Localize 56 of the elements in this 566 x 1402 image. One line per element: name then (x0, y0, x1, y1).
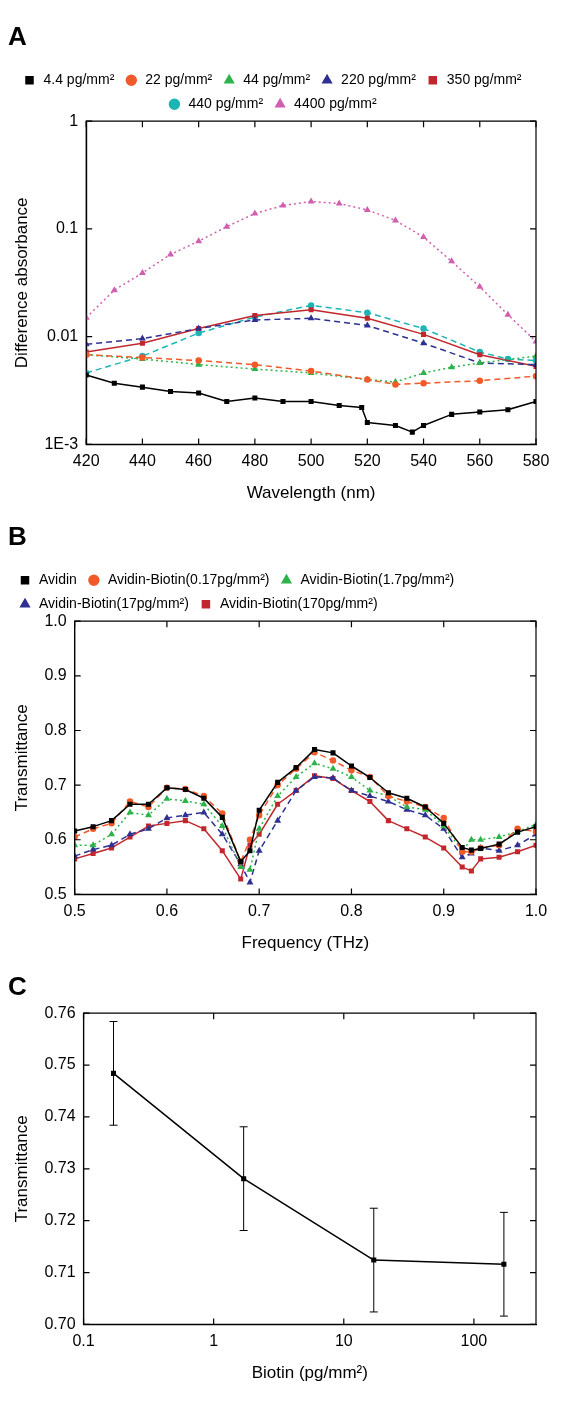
x-tick-label: 0.6 (155, 902, 179, 920)
x-tick-label: 480 (241, 452, 269, 470)
chart-title: A (8, 20, 27, 51)
y-tick-label: 0.1 (55, 219, 79, 237)
x-tick-label: 500 (297, 452, 325, 470)
y-tick-label: 0.6 (44, 830, 67, 848)
y-tick-label: 0.74 (44, 1107, 76, 1125)
y-tick-label: 1.0 (44, 611, 67, 629)
y-tick-label: 0.72 (44, 1211, 76, 1229)
y-tick-label: 0.5 (44, 884, 67, 902)
legend-label: Avidin-Biotin(1.7pg/mm²) (300, 571, 455, 588)
x-tick-label: 580 (522, 452, 550, 470)
legend-label: 350 pg/mm² (446, 71, 522, 88)
x-axis-title: Biotin (pg/mm²) (251, 1363, 368, 1383)
x-tick-label: 420 (72, 452, 100, 470)
y-tick-label: 0.7 (44, 775, 67, 793)
y-tick-label: 0.73 (44, 1159, 76, 1177)
y-tick-label: 0.76 (44, 1003, 76, 1021)
legend-label: Avidin (39, 571, 77, 588)
x-axis-title: Wavelength (nm) (246, 483, 376, 503)
x-axis-title: Frequency (THz) (241, 933, 370, 953)
y-tick-label: 1E-3 (44, 434, 79, 452)
x-tick-label: 0.9 (432, 902, 455, 920)
x-tick-label: 520 (353, 452, 381, 470)
legend-label: 4400 pg/mm² (294, 95, 377, 112)
x-tick-label: 0.8 (340, 902, 363, 920)
chart-title: C (8, 970, 27, 1001)
y-axis-title: Transmittance (11, 1115, 31, 1223)
legend-label: 220 pg/mm² (341, 71, 417, 88)
x-tick-label: 1 (209, 1332, 219, 1350)
x-tick-label: 10 (334, 1332, 353, 1350)
y-tick-label: 0.71 (44, 1262, 76, 1280)
x-tick-label: 1.0 (524, 902, 548, 920)
x-tick-label: 460 (185, 452, 213, 470)
legend-label: 4.4 pg/mm² (43, 71, 115, 88)
x-tick-label: 100 (460, 1332, 488, 1350)
y-axis-title: Transmittance (11, 704, 31, 812)
x-tick-label: 0.1 (72, 1332, 95, 1350)
legend-label: Avidin-Biotin(170pg/mm²) (219, 595, 378, 612)
x-tick-label: 0.7 (248, 902, 271, 920)
y-tick-label: 0.8 (44, 720, 67, 738)
x-tick-label: 440 (129, 452, 156, 470)
y-tick-label: 1 (69, 111, 79, 129)
legend-label: 440 pg/mm² (188, 95, 264, 112)
legend-label: 22 pg/mm² (145, 71, 213, 88)
y-tick-label: 0.70 (44, 1314, 76, 1332)
legend-label: 44 pg/mm² (243, 71, 311, 88)
x-tick-label: 560 (466, 452, 494, 470)
y-axis-title: Difference absorbance (11, 197, 31, 369)
chart-title: B (8, 520, 27, 551)
legend-label: Avidin-Biotin(0.17pg/mm²) (107, 571, 270, 588)
y-tick-label: 0.75 (44, 1055, 76, 1073)
y-tick-label: 0.01 (47, 327, 79, 345)
y-tick-label: 0.9 (44, 666, 67, 684)
legend-label: Avidin-Biotin(17pg/mm²) (39, 595, 189, 612)
x-tick-label: 540 (410, 452, 437, 470)
